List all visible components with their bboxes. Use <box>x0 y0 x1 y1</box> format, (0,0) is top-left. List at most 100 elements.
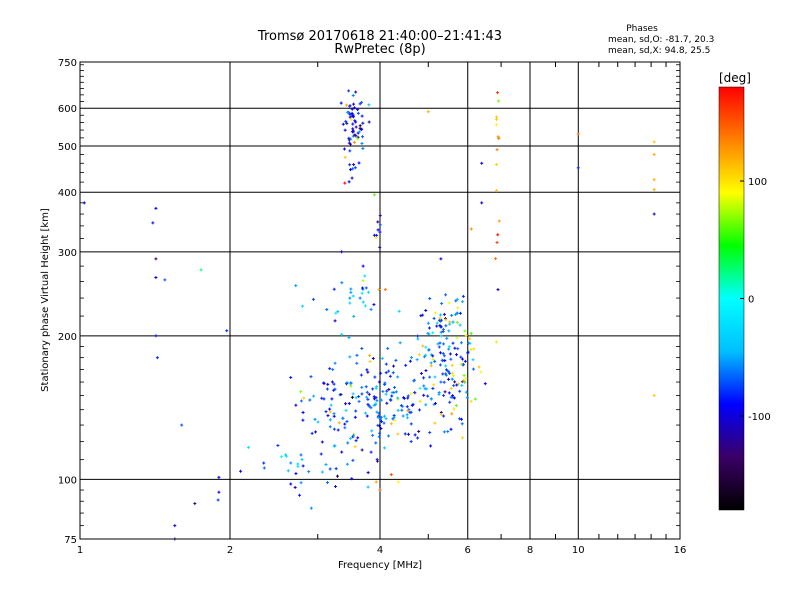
data-point <box>155 356 159 360</box>
data-point <box>351 294 355 298</box>
data-point <box>418 399 422 403</box>
data-point <box>365 395 369 399</box>
data-point <box>348 115 352 119</box>
data-point <box>454 313 458 317</box>
data-point <box>299 453 303 457</box>
data-point <box>471 358 475 362</box>
data-point <box>296 464 300 468</box>
data-point <box>444 372 448 376</box>
data-point <box>353 133 357 137</box>
data-point <box>378 488 382 492</box>
data-point <box>494 257 498 261</box>
data-point <box>379 426 383 430</box>
colorbar-tick-label: 100 <box>748 177 767 188</box>
data-point <box>348 301 352 305</box>
data-point <box>441 330 445 334</box>
data-point <box>289 376 293 380</box>
data-point <box>341 122 345 126</box>
data-point <box>455 320 459 324</box>
data-point <box>347 336 351 340</box>
data-point <box>428 431 432 435</box>
data-point <box>461 300 465 304</box>
data-point <box>449 387 453 391</box>
data-point <box>494 123 498 127</box>
data-point <box>576 132 580 136</box>
data-point <box>353 445 357 449</box>
data-point <box>329 403 333 407</box>
data-point <box>426 332 430 336</box>
data-point <box>406 394 410 398</box>
data-point <box>431 357 435 361</box>
data-point <box>422 393 426 397</box>
data-point <box>410 356 414 360</box>
data-point <box>320 440 324 444</box>
data-point <box>652 152 656 156</box>
data-point <box>467 341 471 345</box>
data-point <box>313 417 317 421</box>
data-point <box>326 414 330 418</box>
data-point <box>462 374 466 378</box>
data-point <box>424 345 428 349</box>
data-point <box>374 402 378 406</box>
data-point <box>378 431 382 435</box>
data-point <box>349 384 353 388</box>
data-point <box>380 356 384 360</box>
data-point <box>389 473 393 477</box>
data-point <box>392 364 396 368</box>
data-point <box>480 161 484 165</box>
x-tick-label: 2 <box>227 545 233 556</box>
data-point <box>325 387 329 391</box>
data-point <box>356 436 360 440</box>
data-point <box>449 395 453 399</box>
data-point <box>356 111 360 115</box>
data-point <box>300 458 304 462</box>
data-point <box>442 414 446 418</box>
data-point <box>472 347 476 351</box>
data-point <box>431 354 435 358</box>
data-point <box>497 219 501 223</box>
data-point <box>348 104 352 108</box>
data-point <box>460 422 464 426</box>
data-point <box>469 331 473 335</box>
x-tick-label: 4 <box>377 545 383 556</box>
data-point <box>357 161 361 165</box>
data-point <box>368 360 372 364</box>
data-point <box>367 103 371 107</box>
data-point <box>443 390 447 394</box>
data-point <box>444 324 448 328</box>
scatter-points <box>82 89 656 541</box>
data-point <box>447 345 451 349</box>
y-tick-label: 200 <box>58 332 77 343</box>
data-point <box>450 363 454 367</box>
data-point <box>299 399 303 403</box>
data-point <box>393 418 397 422</box>
chart-subtitle: RwPretec (8p) <box>334 42 425 57</box>
data-point <box>455 297 459 301</box>
data-point <box>350 176 354 180</box>
data-point <box>430 397 434 401</box>
data-point <box>433 375 437 379</box>
data-point <box>374 480 378 484</box>
data-point <box>463 329 467 333</box>
data-point <box>419 314 423 318</box>
data-point <box>361 147 365 151</box>
data-point <box>424 403 428 407</box>
data-point <box>151 221 155 225</box>
data-point <box>428 297 432 301</box>
data-point <box>447 391 451 395</box>
data-point <box>377 288 381 292</box>
data-point <box>392 391 396 395</box>
data-point <box>302 396 306 400</box>
data-point <box>497 99 501 103</box>
plot-frame <box>79 61 681 540</box>
data-point <box>435 324 439 328</box>
data-point <box>314 430 318 434</box>
data-point <box>354 120 358 124</box>
data-point <box>332 414 336 418</box>
data-point <box>382 414 386 418</box>
data-point <box>439 413 443 417</box>
data-point <box>358 296 362 300</box>
data-point <box>373 375 377 379</box>
data-point <box>449 427 453 431</box>
